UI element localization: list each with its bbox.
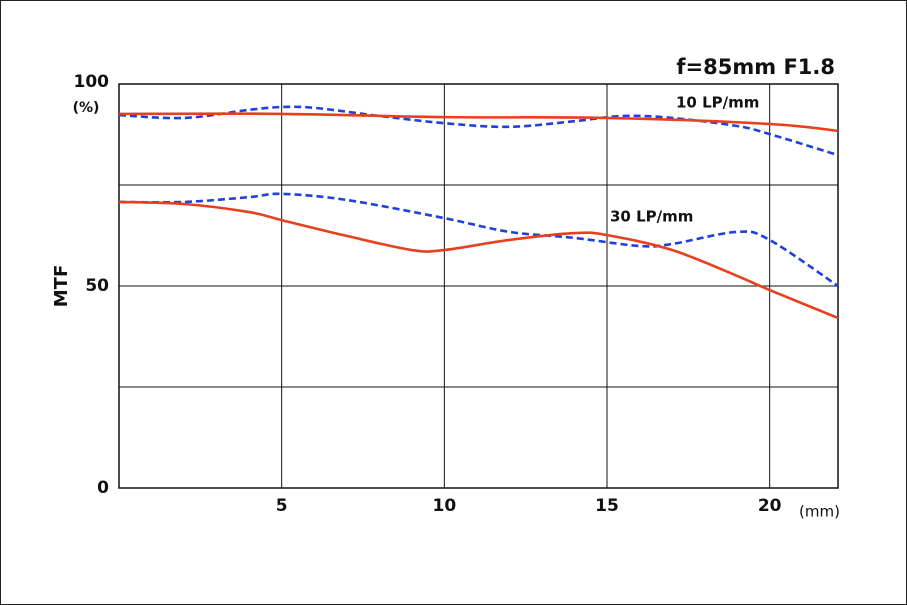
- y-unit: (%): [73, 100, 100, 116]
- line: [118, 200, 839, 320]
- line: [118, 105, 839, 157]
- x-tick-label: 10: [433, 496, 457, 516]
- chart-title: f=85mm F1.8: [676, 55, 835, 79]
- x-tick-label: 15: [595, 496, 619, 516]
- line: [118, 112, 839, 133]
- y-tick-label: 0: [97, 478, 109, 498]
- x-tick-label: 20: [758, 496, 782, 516]
- y-tick-label: 100: [74, 72, 110, 92]
- y-tick-label: 50: [85, 276, 109, 296]
- annotation: 10 LP/mm: [676, 94, 759, 112]
- x-unit: (mm): [799, 503, 840, 521]
- x-tick-label: 5: [276, 496, 288, 516]
- annotation: 30 LP/mm: [610, 208, 693, 226]
- y-axis-label: MTF: [51, 265, 72, 308]
